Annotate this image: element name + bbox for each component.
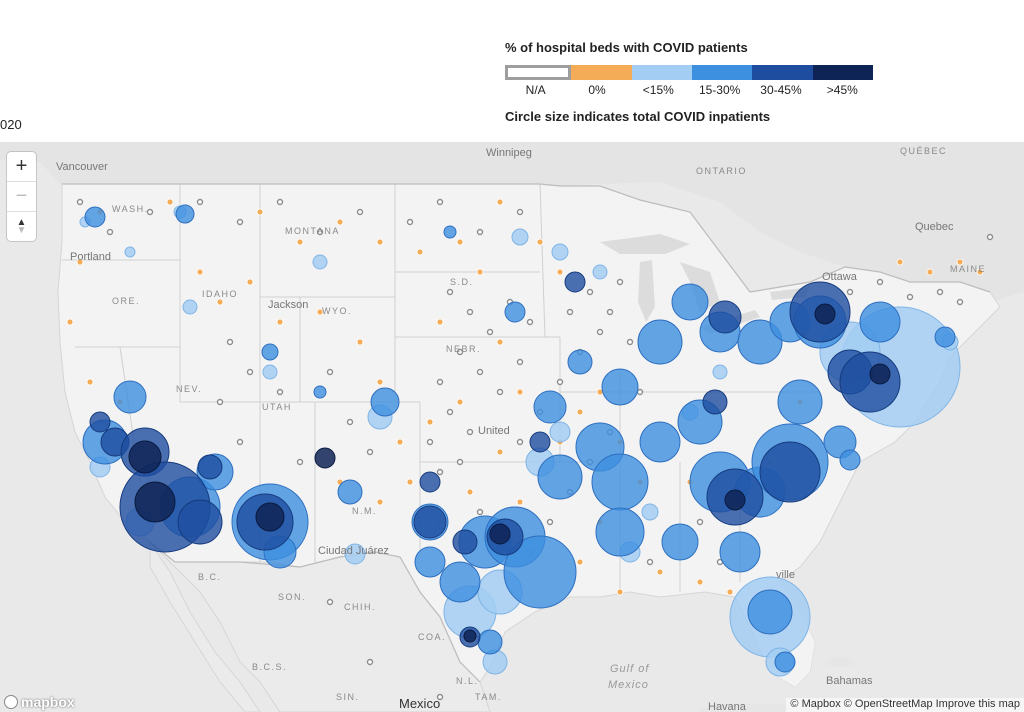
map[interactable]: Vancouver Winnipeg ONTARIO QUÉBEC Quebec… — [0, 142, 1024, 712]
map-label: QUÉBEC — [900, 146, 947, 156]
header: 020 % of hospital beds with COVID patien… — [0, 0, 1024, 142]
legend-size-note: Circle size indicates total COVID inpati… — [505, 109, 771, 124]
legend-label: N/A — [525, 83, 546, 97]
map-label: S.D. — [450, 277, 474, 287]
legend-color-bar — [505, 65, 873, 80]
zoom-controls: + − ▲ ▼ — [7, 152, 36, 241]
map-label: SIN. — [336, 692, 360, 702]
map-label: N.M. — [352, 506, 377, 516]
hospital-circles-na[interactable] — [76, 198, 994, 701]
legend-label: 30-45% — [760, 83, 802, 97]
legend-title: % of hospital beds with COVID patients — [505, 40, 748, 55]
compass-button[interactable]: ▲ ▼ — [7, 212, 36, 241]
map-label: Gulf of — [610, 663, 649, 675]
hospital-circles-30-45[interactable] — [89, 271, 901, 648]
date-fragment: 020 — [0, 117, 22, 132]
map-label: B.C.S. — [252, 662, 287, 672]
compass-south-icon: ▼ — [16, 224, 27, 236]
legend-swatch-over-45 — [812, 65, 873, 80]
legend-swatch-under-15 — [631, 65, 692, 80]
map-label: Bahamas — [826, 675, 873, 687]
mapbox-logo[interactable]: mapbox — [4, 694, 75, 710]
map-label: Ciudad Juárez — [318, 545, 389, 557]
map-canvas[interactable]: Vancouver Winnipeg ONTARIO QUÉBEC Quebec… — [0, 142, 1024, 712]
map-label: United — [478, 425, 510, 437]
map-label: B.C. — [198, 572, 222, 582]
map-label: ONTARIO — [696, 166, 747, 176]
legend-label: >45% — [826, 83, 858, 97]
us-canada-border — [62, 183, 991, 293]
map-label: ville — [776, 569, 795, 581]
map-label: SON. — [278, 592, 306, 602]
compass-north-icon: ▲ — [16, 216, 27, 228]
hospital-circles-over-45[interactable] — [128, 303, 891, 643]
map-label: Winnipeg — [486, 147, 532, 159]
country-label-mexico: Mexico — [399, 696, 441, 711]
map-label: CHIH. — [344, 602, 376, 612]
lake-superior — [600, 234, 690, 254]
legend-label: 15-30% — [698, 83, 741, 97]
map-label: MAINE — [950, 264, 986, 274]
map-label: UTAH — [262, 402, 292, 412]
map-label: Portland — [70, 251, 111, 263]
legend-label: 0% — [588, 83, 606, 97]
map-label: COA. — [418, 632, 446, 642]
legend-swatch-na — [505, 65, 572, 80]
us-mexico-border — [149, 541, 481, 683]
map-label: Havana — [708, 701, 747, 712]
map-label: TAM. — [475, 692, 502, 702]
zoom-out-button[interactable]: − — [7, 182, 36, 212]
map-label: MONTANA — [285, 226, 340, 236]
map-label: ORE. — [112, 296, 140, 306]
map-label: Quebec — [915, 221, 954, 233]
canada-land — [0, 142, 1024, 322]
legend-label: <15% — [642, 83, 674, 97]
mapbox-logo-icon — [4, 695, 18, 709]
mapbox-logo-text: mapbox — [21, 694, 75, 710]
baja-peninsula — [149, 540, 261, 712]
map-label: Vancouver — [56, 161, 108, 173]
zoom-in-button[interactable]: + — [7, 152, 36, 182]
bahamas-land — [826, 657, 854, 667]
map-label: WASH. — [112, 204, 149, 214]
legend-swatch-30-45 — [752, 65, 813, 80]
map-label: Ottawa — [822, 271, 858, 283]
map-label: Mexico — [608, 679, 649, 691]
legend-swatch-15-30 — [691, 65, 753, 80]
map-label: N.L. — [456, 676, 479, 686]
legend-labels: N/A 0% <15% 15-30% 30-45% >45% — [505, 83, 873, 97]
map-label: Jackson — [268, 299, 308, 311]
map-label: NEBR. — [446, 344, 481, 354]
map-label: NEV. — [176, 384, 202, 394]
map-attribution[interactable]: © Mapbox © OpenStreetMap Improve this ma… — [786, 698, 1024, 712]
legend-swatch-zero — [571, 65, 632, 80]
map-label: WYO. — [322, 306, 352, 316]
lake-michigan — [638, 260, 655, 322]
map-label: IDAHO — [202, 289, 238, 299]
